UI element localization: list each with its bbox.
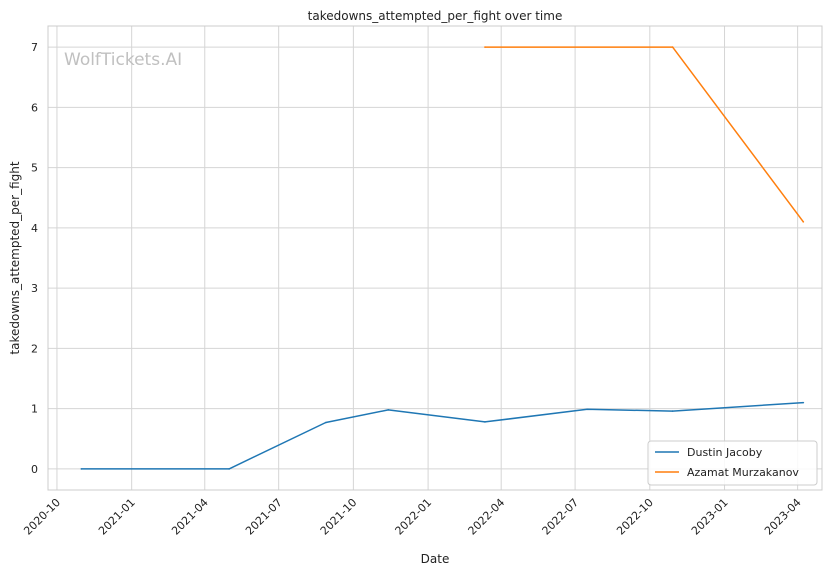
y-axis-label: takedowns_attempted_per_fight <box>8 161 22 354</box>
data-point <box>324 421 327 424</box>
data-point <box>586 408 589 411</box>
data-point <box>484 421 486 423</box>
y-tick-label: 7 <box>31 41 38 54</box>
data-point <box>671 410 674 412</box>
grid-lines <box>48 26 822 490</box>
y-tick-label: 2 <box>31 342 38 355</box>
data-point <box>671 46 674 48</box>
series-line-dustin-jacoby <box>81 401 804 470</box>
legend: Dustin Jacoby Azamat Murzakanov <box>647 440 818 486</box>
x-axis-label: Date <box>421 552 450 566</box>
series-lines <box>80 46 805 470</box>
data-point <box>80 468 83 470</box>
y-tick-label: 4 <box>31 222 38 235</box>
legend-label-dustin-jacoby: Dustin Jacoby <box>687 446 763 459</box>
y-tick-label: 1 <box>31 403 38 416</box>
legend-box <box>647 440 818 486</box>
data-point <box>484 46 486 48</box>
y-tick-label: 6 <box>31 101 38 114</box>
y-tick-label: 5 <box>31 162 38 175</box>
y-tick-label: 3 <box>31 282 38 295</box>
legend-label-azamat-murzakanov: Azamat Murzakanov <box>687 466 799 479</box>
y-tick-label: 0 <box>31 463 38 476</box>
data-point <box>387 409 390 411</box>
y-tick-labels: 0 1 2 3 4 5 6 7 <box>31 41 38 476</box>
plot-area-border <box>47 25 823 491</box>
watermark: WolfTickets.AI <box>64 50 182 70</box>
data-point <box>228 468 230 470</box>
data-point <box>802 221 805 223</box>
data-point <box>802 401 805 404</box>
chart-title: takedowns_attempted_per_fight over time <box>308 9 563 23</box>
